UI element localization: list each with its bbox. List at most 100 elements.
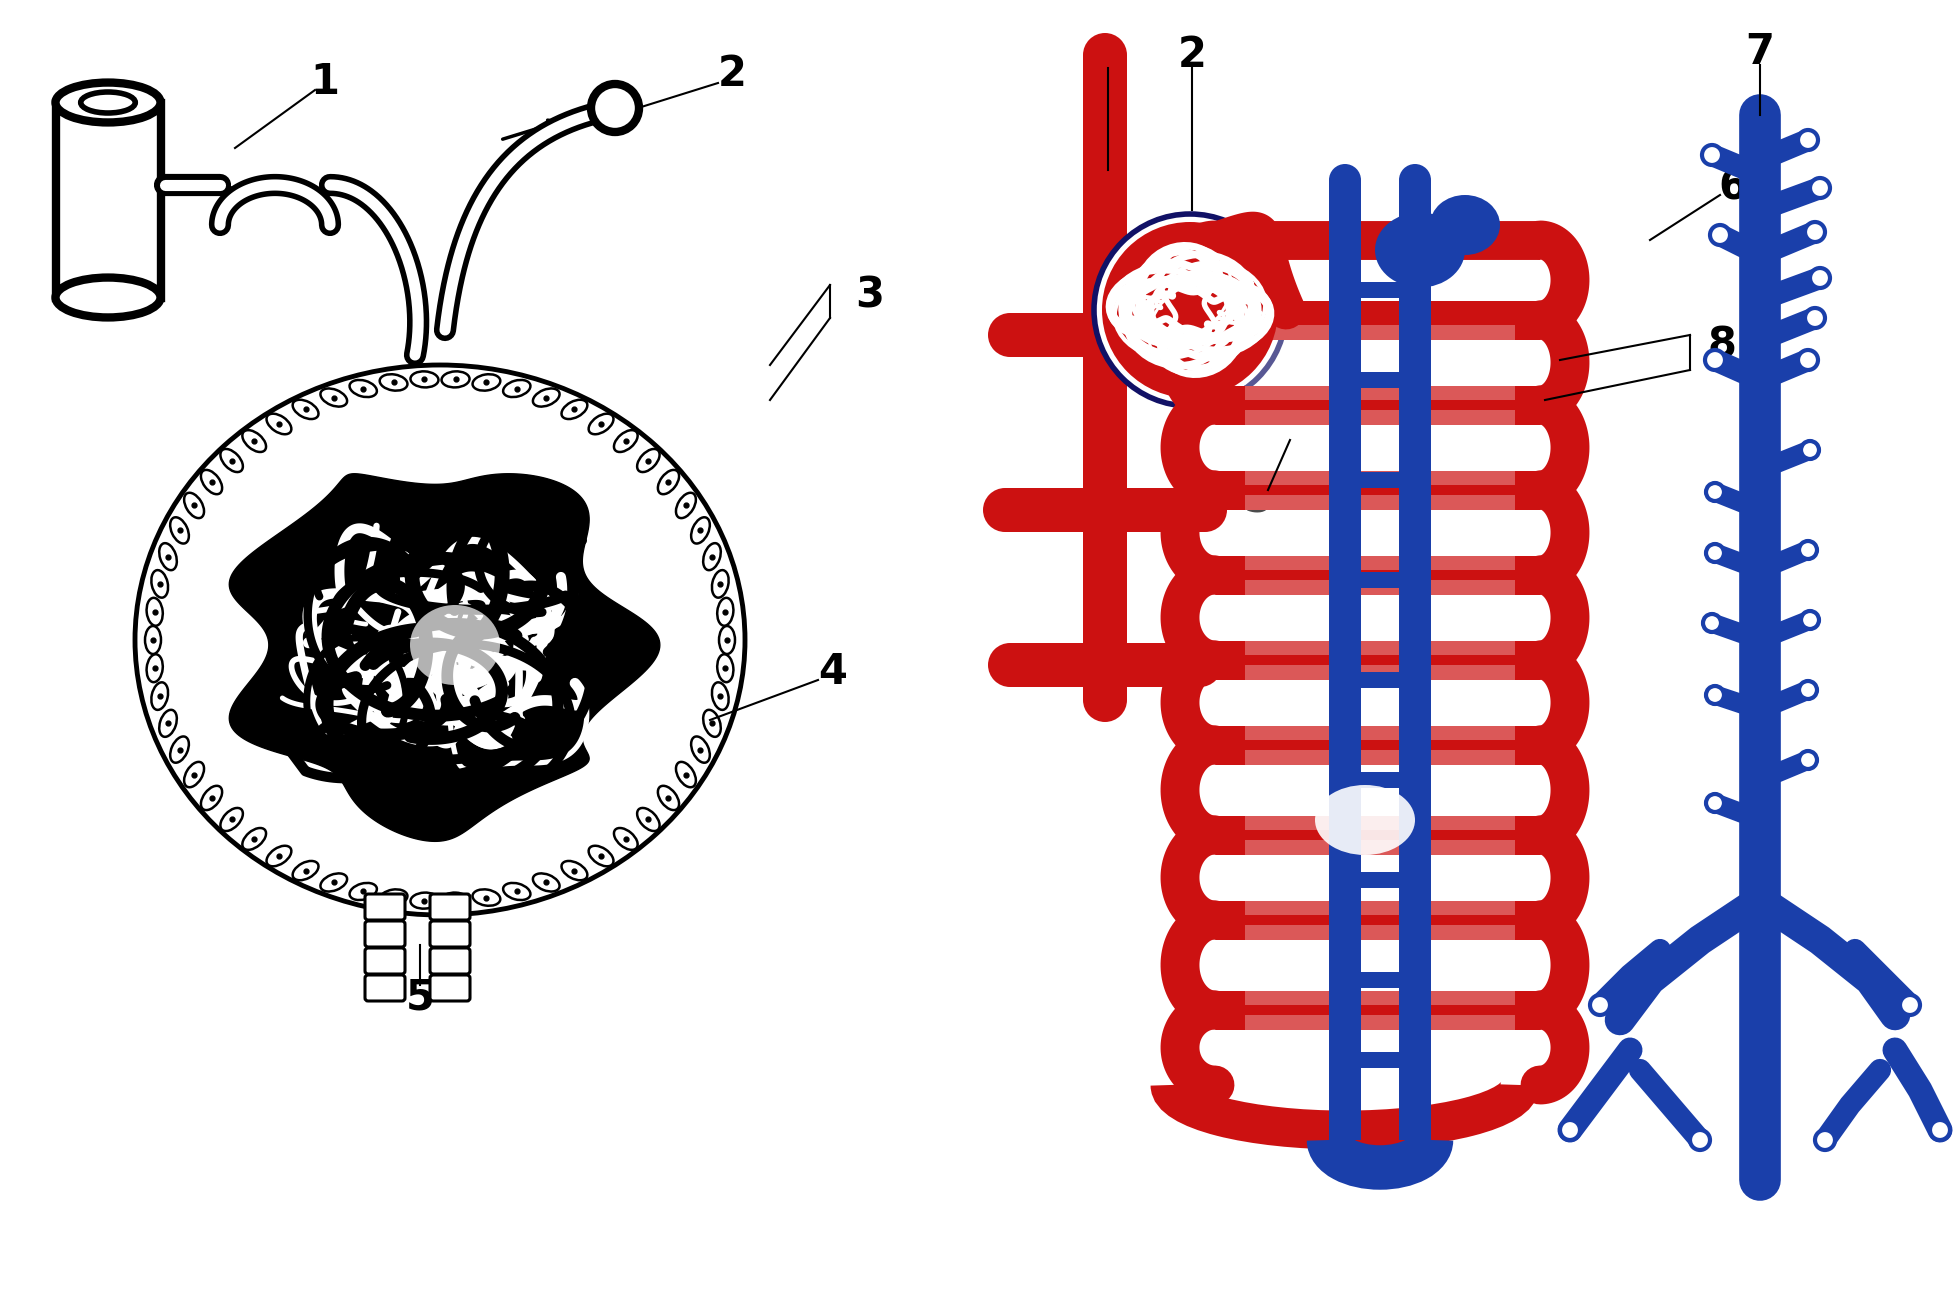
FancyBboxPatch shape — [365, 975, 404, 1001]
Ellipse shape — [533, 873, 559, 891]
Ellipse shape — [692, 518, 709, 544]
Bar — [1004, 488, 1206, 532]
Bar — [1010, 312, 1200, 357]
Ellipse shape — [719, 626, 735, 654]
Ellipse shape — [588, 846, 614, 867]
Ellipse shape — [676, 493, 696, 518]
Circle shape — [1083, 678, 1127, 721]
Ellipse shape — [711, 682, 729, 710]
Text: 7: 7 — [1745, 31, 1774, 73]
Circle shape — [983, 488, 1028, 532]
Circle shape — [1706, 350, 1725, 370]
Bar — [1399, 180, 1430, 1140]
Ellipse shape — [561, 861, 588, 880]
Bar — [1245, 580, 1514, 655]
Circle shape — [1800, 541, 1817, 559]
Ellipse shape — [717, 655, 733, 682]
Text: 4: 4 — [819, 651, 848, 693]
Circle shape — [1706, 793, 1723, 812]
Ellipse shape — [135, 365, 744, 915]
Circle shape — [1178, 643, 1221, 687]
Circle shape — [1329, 163, 1362, 196]
Bar — [1344, 672, 1415, 687]
Circle shape — [1815, 1131, 1835, 1150]
Ellipse shape — [703, 544, 721, 570]
Ellipse shape — [320, 388, 348, 406]
Ellipse shape — [658, 471, 680, 494]
Ellipse shape — [588, 414, 614, 434]
Circle shape — [1094, 214, 1286, 406]
Bar — [1083, 375, 1127, 550]
Ellipse shape — [692, 736, 709, 763]
Ellipse shape — [676, 762, 696, 787]
Ellipse shape — [502, 884, 530, 901]
Ellipse shape — [711, 570, 729, 597]
Bar — [1010, 643, 1200, 687]
Ellipse shape — [150, 570, 168, 597]
Ellipse shape — [80, 91, 135, 112]
Ellipse shape — [442, 893, 469, 908]
Circle shape — [1591, 995, 1610, 1016]
Text: 8: 8 — [1708, 324, 1737, 366]
Ellipse shape — [1315, 786, 1415, 855]
Ellipse shape — [1430, 195, 1501, 255]
Ellipse shape — [1376, 213, 1466, 288]
Ellipse shape — [410, 893, 438, 908]
Ellipse shape — [614, 430, 637, 452]
Circle shape — [1800, 681, 1817, 699]
Ellipse shape — [473, 374, 500, 391]
Ellipse shape — [703, 710, 721, 737]
Ellipse shape — [184, 493, 203, 518]
Text: 5: 5 — [1243, 478, 1272, 521]
FancyBboxPatch shape — [365, 921, 404, 948]
Circle shape — [1178, 312, 1221, 357]
Circle shape — [1931, 1120, 1950, 1140]
Ellipse shape — [158, 544, 176, 570]
Bar — [1245, 325, 1514, 400]
Circle shape — [1800, 752, 1817, 769]
Ellipse shape — [637, 448, 660, 472]
Circle shape — [1798, 129, 1817, 150]
FancyBboxPatch shape — [430, 948, 471, 974]
Text: 5: 5 — [406, 976, 434, 1018]
Bar — [1344, 282, 1415, 298]
Circle shape — [1899, 995, 1921, 1016]
Circle shape — [1706, 686, 1723, 704]
Text: 3: 3 — [856, 274, 883, 316]
Bar — [1245, 1016, 1514, 1080]
Ellipse shape — [379, 889, 408, 906]
Ellipse shape — [55, 277, 160, 318]
Ellipse shape — [658, 786, 680, 810]
Bar — [1245, 410, 1514, 485]
FancyBboxPatch shape — [430, 894, 471, 920]
Bar — [55, 102, 160, 298]
Circle shape — [1102, 222, 1278, 399]
Bar — [1245, 495, 1514, 570]
Bar — [1344, 372, 1415, 388]
Bar — [1245, 925, 1514, 1005]
Bar — [1245, 750, 1514, 830]
Circle shape — [1559, 1120, 1581, 1140]
Circle shape — [1399, 163, 1430, 196]
Ellipse shape — [320, 873, 348, 891]
Ellipse shape — [717, 597, 733, 626]
Ellipse shape — [158, 710, 176, 737]
Ellipse shape — [410, 605, 500, 685]
Circle shape — [1805, 222, 1825, 242]
Circle shape — [1706, 544, 1723, 562]
Ellipse shape — [221, 808, 242, 831]
FancyBboxPatch shape — [365, 948, 404, 974]
Ellipse shape — [502, 380, 530, 397]
Ellipse shape — [637, 808, 660, 831]
Circle shape — [1798, 350, 1817, 370]
Circle shape — [1706, 484, 1723, 501]
Bar — [1245, 840, 1514, 915]
Ellipse shape — [533, 388, 559, 406]
Ellipse shape — [350, 884, 377, 901]
Circle shape — [989, 312, 1032, 357]
Ellipse shape — [379, 374, 408, 391]
Circle shape — [1710, 225, 1729, 244]
Circle shape — [989, 643, 1032, 687]
Text: 6: 6 — [1718, 166, 1747, 208]
FancyBboxPatch shape — [365, 894, 404, 920]
